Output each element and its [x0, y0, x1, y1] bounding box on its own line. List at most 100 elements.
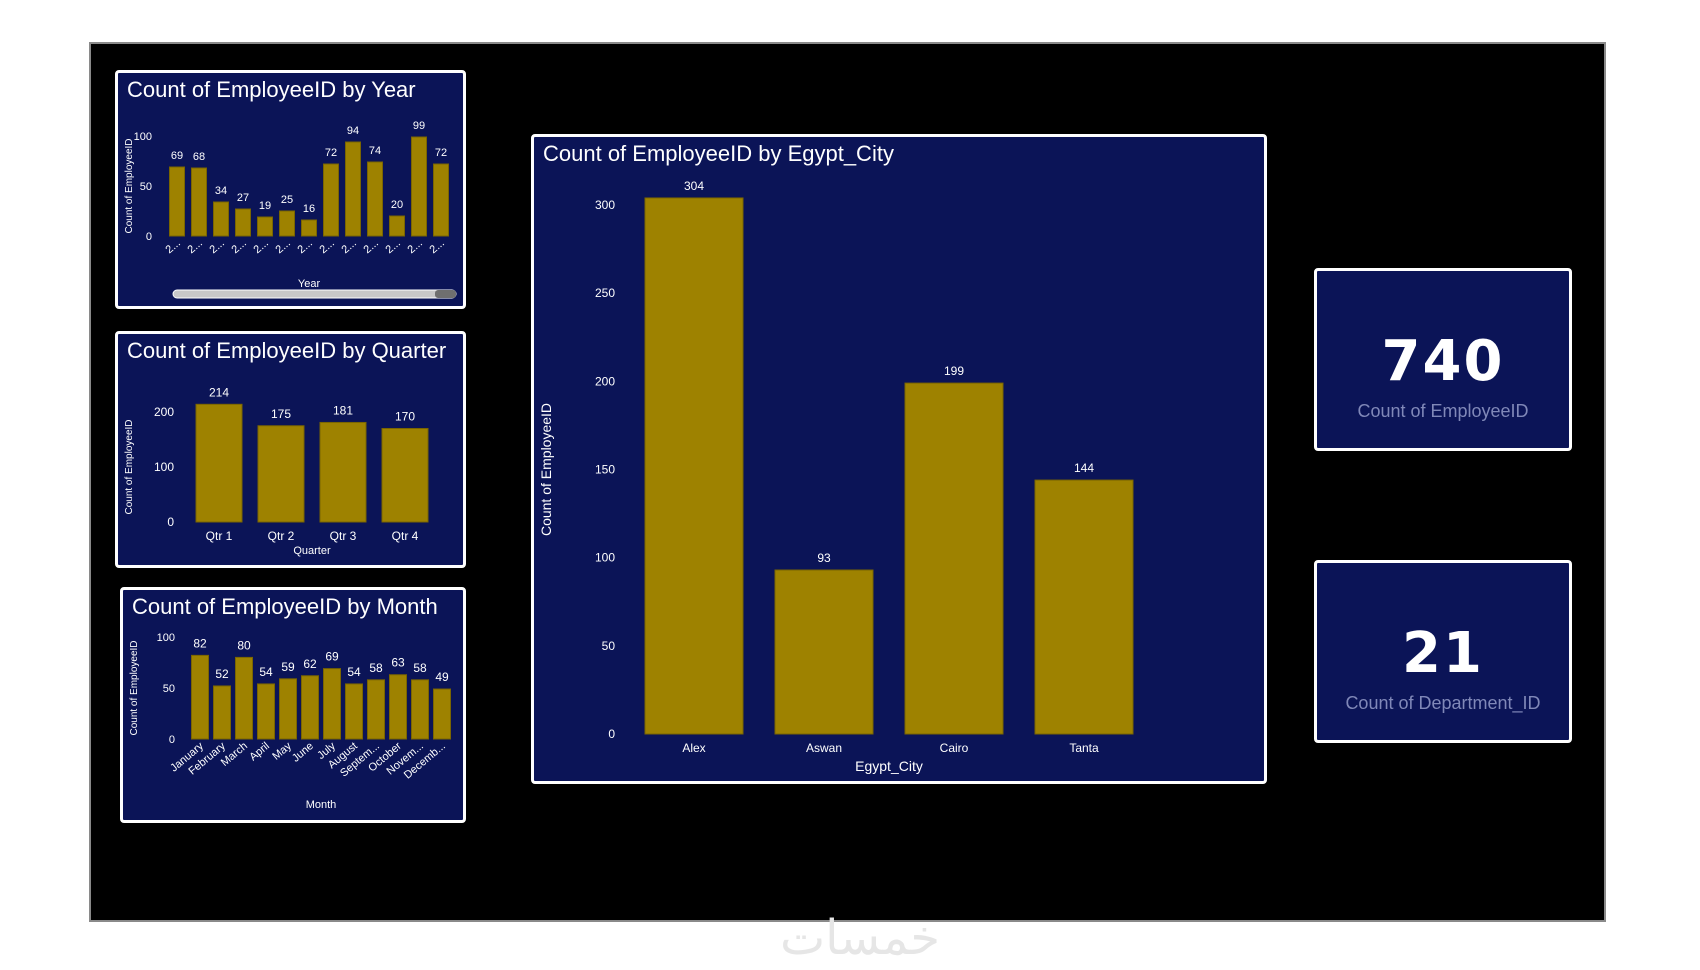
y-tick-label: 100: [134, 131, 152, 143]
y-axis-title: Count of EmployeeID: [124, 138, 135, 233]
data-label: 25: [281, 194, 293, 206]
bar: [319, 421, 367, 523]
bar: [345, 683, 363, 740]
chart-title: Count of EmployeeID by Year: [127, 77, 416, 102]
bar: [345, 141, 361, 237]
bar: [1034, 479, 1134, 735]
bar: [411, 679, 429, 740]
kpi-card-department-count[interactable]: 21 Count of Department_ID: [1314, 560, 1572, 743]
data-label: 27: [237, 192, 249, 204]
scrollbar-end: [435, 290, 456, 298]
bar: [195, 403, 243, 523]
data-label: 34: [215, 185, 227, 197]
x-tick-label: 2...: [163, 237, 182, 256]
scrollbar-track: [172, 289, 457, 299]
bar: [367, 161, 383, 237]
data-label: 49: [435, 670, 449, 684]
bar: [774, 569, 874, 735]
x-tick-label: 2...: [427, 237, 446, 256]
bar: [301, 219, 317, 237]
bar: [367, 679, 385, 740]
x-tick-label: June: [290, 740, 316, 765]
chart-title: Count of EmployeeID by Month: [132, 594, 438, 619]
data-label: 175: [271, 407, 291, 421]
y-tick-label: 50: [140, 181, 152, 193]
bar: [381, 428, 429, 523]
x-tick-label: Qtr 2: [268, 529, 295, 543]
y-axis-title: Count of EmployeeID: [129, 640, 140, 735]
data-label: 69: [171, 150, 183, 162]
chart-title: Count of EmployeeID by Quarter: [127, 338, 447, 363]
y-tick-label: 0: [167, 515, 174, 529]
x-tick-label: 2...: [405, 237, 424, 256]
x-tick-label: April: [247, 740, 272, 763]
data-label: 181: [333, 403, 353, 417]
bar: [235, 208, 251, 237]
bar: [279, 678, 297, 740]
bar: [389, 674, 407, 740]
bar: [235, 656, 253, 740]
data-label: 72: [325, 147, 337, 159]
y-tick-label: 150: [595, 463, 615, 477]
x-tick-label: 2...: [273, 237, 292, 256]
x-tick-label: Cairo: [940, 741, 969, 755]
dashboard-canvas: Count of EmployeeID by Year 0 50 100 69 2...…: [89, 42, 1606, 922]
kpi-card-employee-count[interactable]: 740 Count of EmployeeID: [1314, 268, 1572, 451]
x-tick-label: May: [270, 740, 294, 763]
data-label: 54: [259, 665, 273, 679]
y-axis-title: Count of EmployeeID: [538, 403, 554, 536]
bar: [257, 216, 273, 237]
x-tick-label: Tanta: [1069, 741, 1099, 755]
chart-panel-quarter[interactable]: Count of EmployeeID by Quarter 0 100 200 21…: [115, 331, 466, 568]
x-axis-title: Year: [298, 278, 321, 290]
data-label: 72: [435, 147, 447, 159]
data-label: 94: [347, 125, 359, 137]
bar: [257, 683, 275, 740]
x-tick-label: 2...: [383, 237, 402, 256]
data-label: 54: [347, 665, 361, 679]
x-axis-title: Month: [306, 799, 337, 811]
data-label: 199: [944, 364, 964, 378]
kpi-value: 21: [1402, 621, 1484, 686]
y-tick-label: 100: [595, 551, 615, 565]
x-tick-label: 2...: [295, 237, 314, 256]
bar: [644, 197, 744, 735]
y-axis-title: Count of EmployeeID: [124, 419, 135, 514]
x-tick-label: 2...: [207, 237, 226, 256]
data-label: 74: [369, 145, 381, 157]
watermark-logo: خمسات: [779, 910, 941, 966]
chart-title: Count of EmployeeID by Egypt_City: [543, 141, 894, 166]
x-tick-label: 2...: [229, 237, 248, 256]
data-label: 59: [281, 660, 295, 674]
x-tick-label: 2...: [339, 237, 358, 256]
data-label: 144: [1074, 461, 1094, 475]
chart-panel-city[interactable]: Count of EmployeeID by Egypt_City 0 50 100…: [531, 134, 1267, 784]
y-tick-label: 0: [169, 734, 175, 746]
chart-panel-year[interactable]: Count of EmployeeID by Year 0 50 100 69 2...…: [115, 70, 466, 309]
data-label: 69: [325, 650, 339, 664]
data-label: 80: [237, 638, 251, 652]
chart-panel-month[interactable]: Count of EmployeeID by Month 0 50 100 82 Jan…: [120, 587, 466, 823]
kpi-label: Count of Department_ID: [1345, 693, 1541, 713]
bar: [433, 163, 449, 237]
x-axis-title: Quarter: [293, 545, 331, 557]
data-label: 62: [303, 657, 317, 671]
x-tick-label: Qtr 4: [392, 529, 419, 543]
y-tick-label: 100: [154, 460, 174, 474]
y-tick-label: 200: [154, 405, 174, 419]
y-tick-label: 0: [608, 727, 615, 741]
data-label: 68: [193, 151, 205, 163]
x-tick-label: 2...: [251, 237, 270, 256]
x-tick-label: 2...: [185, 237, 204, 256]
kpi-label: Count of EmployeeID: [1357, 401, 1529, 421]
x-tick-label: 2...: [317, 237, 336, 256]
quarter-bar-chart: 0 100 200 214 Qtr 1 175 Qtr 2 181 Qtr 3 170 Qtr 4 C…: [124, 385, 429, 557]
x-tick-label: Alex: [682, 741, 705, 755]
bar: [191, 654, 209, 740]
data-label: 52: [215, 667, 229, 681]
bar: [904, 382, 1004, 735]
y-tick-label: 50: [163, 683, 175, 695]
y-tick-label: 50: [602, 639, 616, 653]
data-label: 93: [817, 551, 831, 565]
